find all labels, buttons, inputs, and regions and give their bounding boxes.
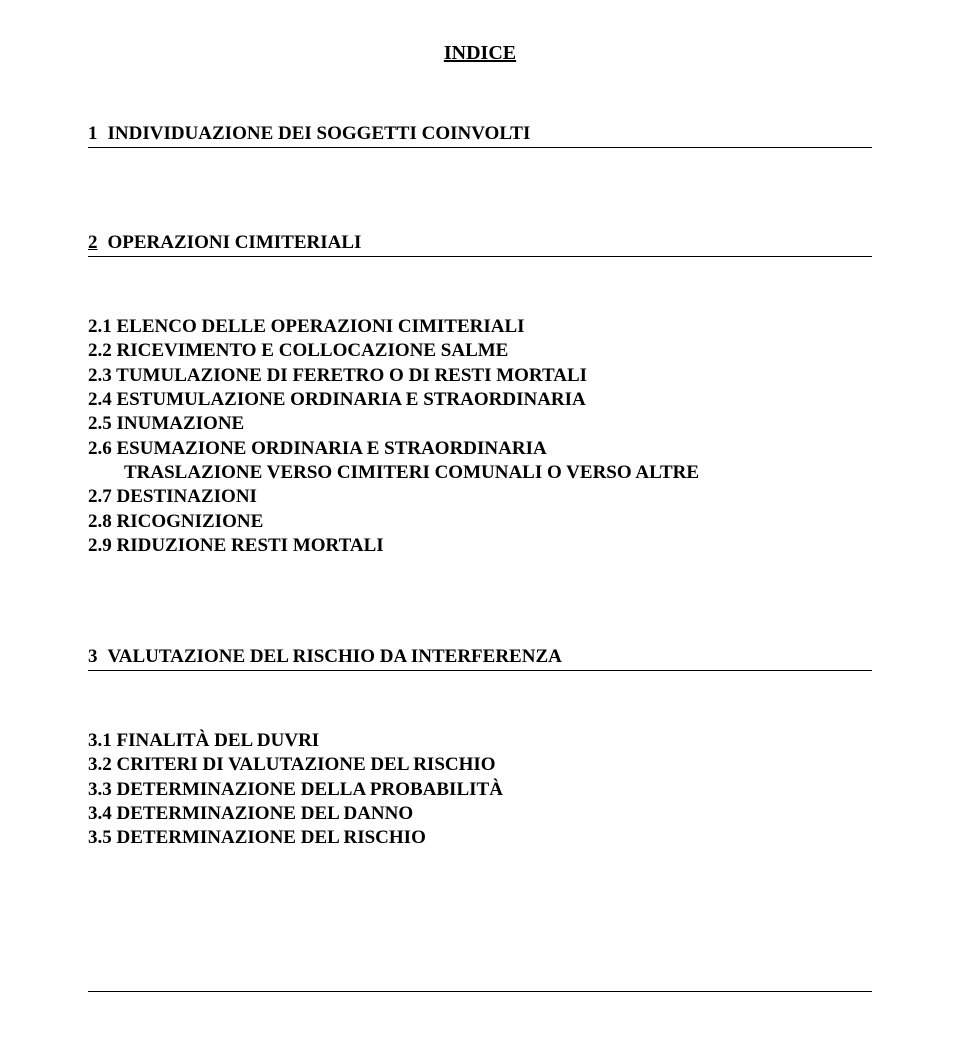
section-2-num: 2 — [88, 232, 98, 254]
toc-item: 2.1 ELENCO DELLE OPERAZIONI CIMITERIALI — [88, 315, 872, 339]
section-1-label: INDIVIDUAZIONE DEI SOGGETTI COINVOLTI — [108, 123, 531, 144]
toc-item: 3.3 DETERMINAZIONE DELLA PROBABILITÀ — [88, 778, 872, 802]
section-1-num: 1 — [88, 123, 98, 145]
section-2-label: OPERAZIONI CIMITERIALI — [108, 232, 362, 253]
section-3-label: VALUTAZIONE DEL RISCHIO DA INTERFERENZA — [108, 646, 562, 667]
toc-item: 3.5 DETERMINAZIONE DEL RISCHIO — [88, 826, 872, 850]
section-2-items: 2.1 ELENCO DELLE OPERAZIONI CIMITERIALI … — [88, 315, 872, 558]
toc-item: 2.3 TUMULAZIONE DI FERETRO O DI RESTI MO… — [88, 364, 872, 388]
toc-item: 2.8 RICOGNIZIONE — [88, 510, 872, 534]
toc-item: 2.6 ESUMAZIONE ORDINARIA E STRAORDINARIA — [88, 437, 872, 461]
toc-item: 3.4 DETERMINAZIONE DEL DANNO — [88, 802, 872, 826]
page-title: INDICE — [88, 42, 872, 65]
section-2-heading: 2 OPERAZIONI CIMITERIALI — [88, 232, 872, 257]
toc-item: 2.5 INUMAZIONE — [88, 412, 872, 436]
toc-item: 3.1 FINALITÀ DEL DUVRI — [88, 729, 872, 753]
section-1-heading: 1 INDIVIDUAZIONE DEI SOGGETTI COINVOLTI — [88, 123, 872, 148]
bottom-rule — [88, 991, 872, 992]
toc-item: 2.2 RICEVIMENTO E COLLOCAZIONE SALME — [88, 339, 872, 363]
toc-item: 2.4 ESTUMULAZIONE ORDINARIA E STRAORDINA… — [88, 388, 872, 412]
section-3-items: 3.1 FINALITÀ DEL DUVRI 3.2 CRITERI DI VA… — [88, 729, 872, 851]
toc-item: 2.9 RIDUZIONE RESTI MORTALI — [88, 534, 872, 558]
section-3-heading: 3 VALUTAZIONE DEL RISCHIO DA INTERFERENZA — [88, 646, 872, 671]
toc-item: TRASLAZIONE VERSO CIMITERI COMUNALI O VE… — [88, 461, 872, 485]
section-3-num: 3 — [88, 646, 98, 668]
toc-item: 2.7 DESTINAZIONI — [88, 485, 872, 509]
toc-item: 3.2 CRITERI DI VALUTAZIONE DEL RISCHIO — [88, 753, 872, 777]
